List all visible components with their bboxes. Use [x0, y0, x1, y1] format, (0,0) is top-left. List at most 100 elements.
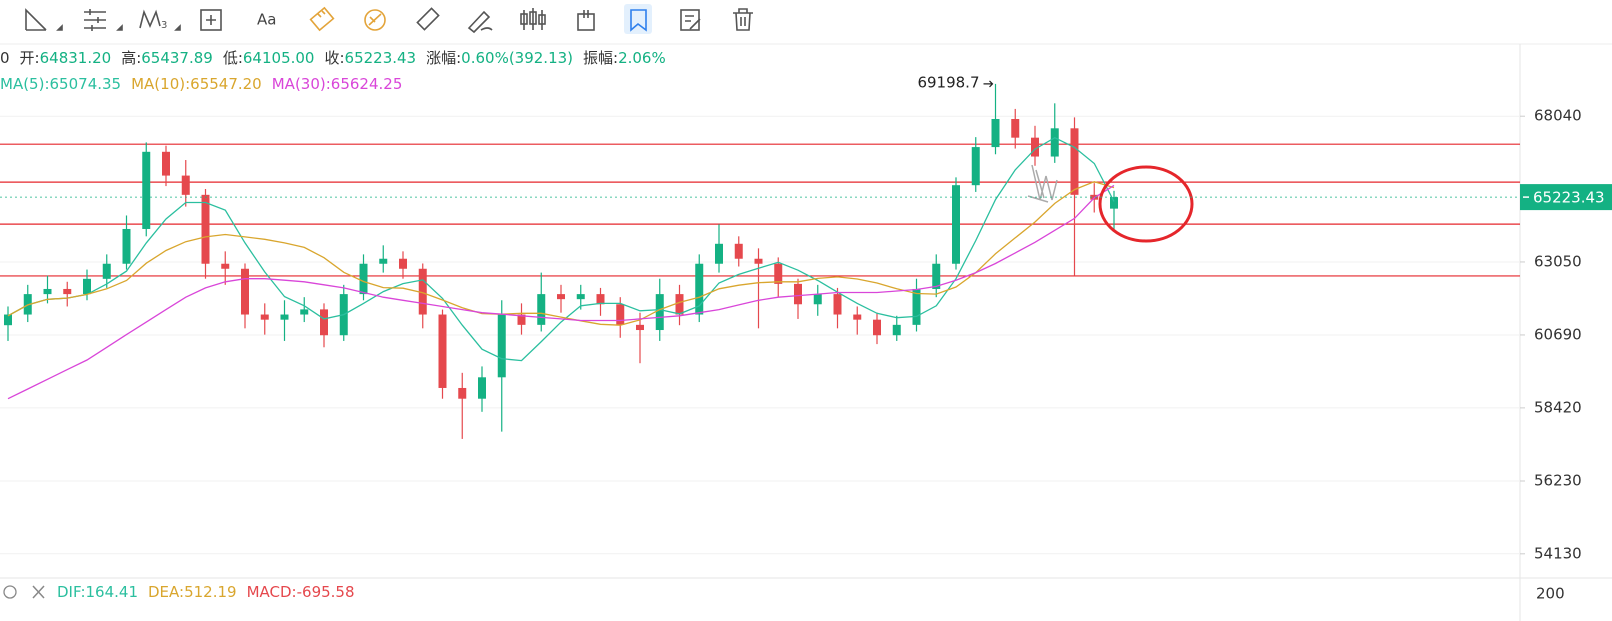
candle-body — [991, 118, 1000, 148]
candles-tool[interactable] — [520, 8, 546, 30]
magnet-tool[interactable] — [364, 9, 386, 31]
candle-body — [655, 294, 664, 331]
candle-body — [181, 175, 190, 195]
y-tick-label: 68040 — [1534, 107, 1582, 125]
candle-body — [833, 294, 842, 315]
candle-body — [260, 314, 269, 320]
active-tool-bg — [624, 4, 652, 34]
high-label: 69198.7 — [917, 73, 979, 91]
info-label: 低: — [223, 49, 243, 67]
ma-line — [7, 181, 1115, 326]
info-value: 65547.20 — [190, 75, 262, 93]
info-value: 164.41 — [86, 583, 139, 601]
info-prefix: 0 — [0, 49, 10, 67]
candle-body — [102, 263, 111, 279]
edit-tool[interactable] — [680, 9, 701, 31]
candle-body — [221, 263, 230, 269]
info-label: 开: — [20, 49, 40, 67]
info-label: MA(10): — [131, 75, 190, 93]
candle-body — [359, 263, 368, 295]
info-value: 0.60%(392.13) — [461, 49, 573, 67]
high-arrow — [983, 80, 994, 88]
candle-body — [497, 314, 506, 378]
info-value: -695.58 — [297, 583, 355, 601]
candle-body — [379, 258, 388, 264]
info-value: 65074.35 — [50, 75, 122, 93]
measure-tool[interactable] — [309, 6, 335, 32]
y-tick-label: 60690 — [1534, 325, 1582, 343]
candle-body — [873, 319, 881, 336]
macd-info: DIF:164.41 DEA:512.19 MACD:-695.58 — [57, 583, 355, 601]
info-label: DIF: — [57, 583, 86, 601]
candle-body — [695, 263, 704, 315]
shape-tool[interactable] — [200, 9, 222, 31]
candle-body — [892, 324, 901, 336]
candle-body — [478, 377, 486, 399]
pen-tool[interactable] — [467, 10, 493, 34]
candle-body — [576, 294, 585, 300]
candle-body — [932, 263, 941, 289]
info-label: 收: — [324, 49, 344, 67]
candle-body — [596, 294, 605, 305]
candle-body — [1050, 128, 1059, 157]
candle-body — [1110, 197, 1118, 209]
info-value: 65437.89 — [141, 49, 213, 67]
candle-body — [1031, 137, 1039, 157]
candle-body — [675, 294, 684, 315]
candle-body — [458, 387, 467, 399]
candle-body — [162, 151, 170, 176]
candle-body — [853, 314, 862, 320]
ma-line — [7, 184, 1115, 400]
candle-body — [537, 294, 546, 325]
candle-body — [813, 294, 822, 305]
close-icon[interactable] — [32, 585, 45, 599]
svg-text:3: 3 — [161, 20, 167, 31]
info-value: 65223.43 — [345, 49, 417, 67]
candle-body — [971, 147, 980, 186]
info-label: 高: — [121, 49, 141, 67]
macd-controls — [3, 585, 45, 599]
info-label: MA(30): — [272, 75, 331, 93]
delete-tool[interactable] — [733, 8, 753, 31]
candle-body — [715, 243, 723, 264]
y-tick-label: 54130 — [1534, 544, 1582, 562]
wave-tool[interactable]: 3 — [139, 9, 181, 31]
toolbar-bg — [0, 0, 1612, 44]
candle-body — [320, 309, 328, 336]
candle-body — [122, 228, 131, 264]
candle-body — [63, 288, 72, 295]
text-tool[interactable]: Aa — [257, 11, 276, 29]
candle-body — [616, 304, 625, 325]
text-tool-label: Aa — [257, 11, 276, 29]
candle-body — [83, 278, 91, 295]
candle-body — [912, 288, 921, 325]
candle-body — [438, 314, 447, 388]
toolbar: 3 Aa — [0, 0, 1612, 45]
line-tool[interactable] — [25, 8, 63, 31]
candle-body — [280, 314, 289, 320]
ruler-tool[interactable] — [416, 7, 440, 31]
y-tick-label: 58420 — [1534, 398, 1582, 416]
lock-tool[interactable] — [577, 10, 595, 31]
candle-body — [418, 268, 427, 315]
settings-icon[interactable] — [3, 585, 17, 599]
ma-info: MA(5):65074.35 MA(10):65547.20 MA(30):6562… — [0, 75, 402, 93]
info-value: 512.19 — [184, 583, 237, 601]
candle-body — [774, 263, 783, 284]
candle-body — [1070, 128, 1079, 195]
sketch-arrow — [1027, 164, 1058, 203]
price-tag-bg — [1520, 184, 1612, 211]
flag-tool[interactable] — [630, 9, 647, 32]
info-value: 65624.25 — [331, 75, 403, 93]
candle-body — [201, 194, 210, 264]
y-tick-label: 56230 — [1534, 471, 1582, 489]
info-label: 涨幅: — [426, 49, 461, 67]
ma-line — [7, 136, 1115, 362]
candle-body — [734, 243, 743, 259]
candle-body — [43, 288, 52, 295]
candle-body — [1011, 118, 1020, 138]
hline-tool[interactable] — [84, 9, 123, 31]
candle-body — [399, 258, 407, 269]
